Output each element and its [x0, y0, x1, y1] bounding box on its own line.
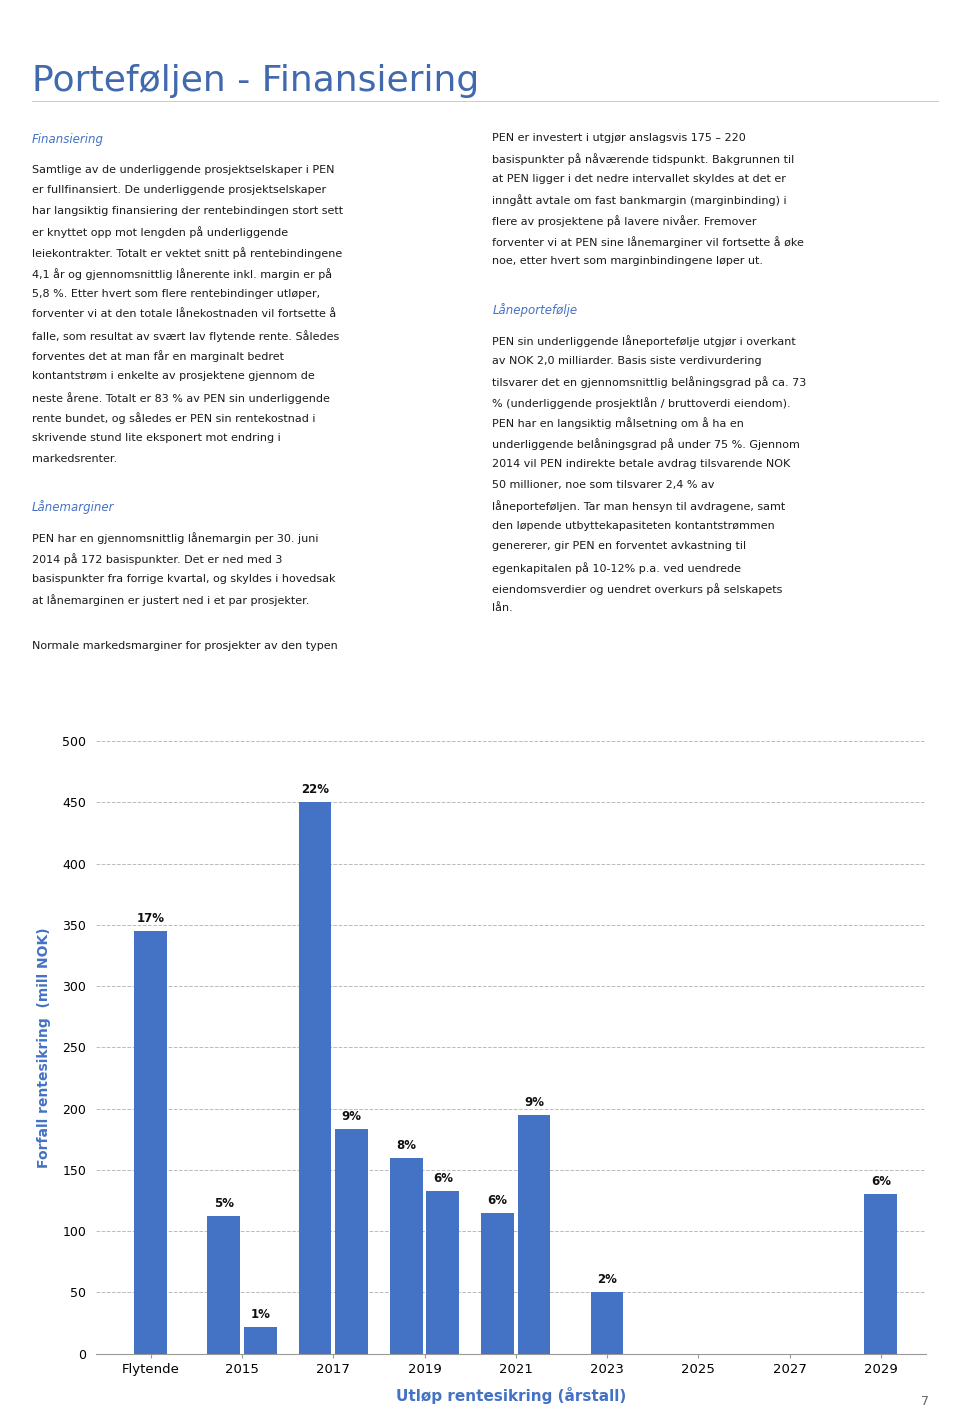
- Text: genererer, gir PEN en forventet avkastning til: genererer, gir PEN en forventet avkastni…: [492, 542, 747, 551]
- Text: 6%: 6%: [488, 1194, 508, 1207]
- Text: PEN er investert i utgjør anslagsvis 175 – 220: PEN er investert i utgjør anslagsvis 175…: [492, 133, 746, 142]
- Text: Normale markedsmarginer for prosjekter av den typen: Normale markedsmarginer for prosjekter a…: [32, 640, 337, 651]
- Text: 7: 7: [922, 1395, 929, 1408]
- Text: neste årene. Totalt er 83 % av PEN sin underliggende: neste årene. Totalt er 83 % av PEN sin u…: [32, 392, 329, 403]
- Text: basispunkter fra forrige kvartal, og skyldes i hovedsak: basispunkter fra forrige kvartal, og sky…: [32, 573, 335, 584]
- Text: 2014 på 172 basispunkter. Det er ned med 3: 2014 på 172 basispunkter. Det er ned med…: [32, 553, 282, 564]
- Text: noe, etter hvert som marginbindingene løper ut.: noe, etter hvert som marginbindingene lø…: [492, 256, 763, 266]
- Text: 9%: 9%: [342, 1110, 362, 1123]
- Text: PEN sin underliggende låneportefølje utgjør i overkant: PEN sin underliggende låneportefølje utg…: [492, 335, 796, 346]
- X-axis label: Utløp rentesikring (årstall): Utløp rentesikring (årstall): [396, 1387, 626, 1404]
- Text: PEN har en langsiktig målsetning om å ha en: PEN har en langsiktig målsetning om å ha…: [492, 418, 744, 429]
- Text: eiendomsverdier og uendret overkurs på selskapets: eiendomsverdier og uendret overkurs på s…: [492, 583, 782, 594]
- Text: 22%: 22%: [301, 784, 329, 797]
- Text: av NOK 2,0 milliarder. Basis siste verdivurdering: av NOK 2,0 milliarder. Basis siste verdi…: [492, 355, 762, 366]
- Bar: [299, 802, 331, 1354]
- Text: 50 millioner, noe som tilsvarer 2,4 % av: 50 millioner, noe som tilsvarer 2,4 % av: [492, 479, 715, 490]
- Text: har langsiktig finansiering der rentebindingen stort sett: har langsiktig finansiering der rentebin…: [32, 205, 343, 217]
- Text: 2%: 2%: [597, 1274, 617, 1287]
- Text: markedsrenter.: markedsrenter.: [32, 453, 117, 465]
- Text: forventes det at man får en marginalt bedret: forventes det at man får en marginalt be…: [32, 351, 284, 362]
- Text: underliggende belåningsgrad på under 75 %. Gjennom: underliggende belåningsgrad på under 75 …: [492, 437, 801, 450]
- Text: Lånemarginer: Lånemarginer: [32, 500, 114, 514]
- Text: % (underliggende prosjektlån / bruttoverdi eiendom).: % (underliggende prosjektlån / bruttover…: [492, 396, 791, 409]
- Y-axis label: Forfall rentesikring  (mill NOK): Forfall rentesikring (mill NOK): [37, 928, 51, 1167]
- Text: 17%: 17%: [136, 912, 165, 925]
- Text: 6%: 6%: [433, 1171, 453, 1184]
- Text: at lånemarginen er justert ned i et par prosjekter.: at lånemarginen er justert ned i et par …: [32, 594, 309, 606]
- Text: 8%: 8%: [396, 1139, 417, 1151]
- Text: leiekontrakter. Totalt er vektet snitt på rentebindingene: leiekontrakter. Totalt er vektet snitt p…: [32, 247, 342, 259]
- Text: er knyttet opp mot lengden på underliggende: er knyttet opp mot lengden på underligge…: [32, 227, 288, 238]
- Text: forventer vi at PEN sine lånemarginer vil fortsette å øke: forventer vi at PEN sine lånemarginer vi…: [492, 235, 804, 248]
- Text: tilsvarer det en gjennomsnittlig belåningsgrad på ca. 73: tilsvarer det en gjennomsnittlig belånin…: [492, 376, 806, 388]
- Text: 1%: 1%: [251, 1308, 270, 1321]
- Bar: [864, 1194, 898, 1354]
- Bar: [134, 931, 167, 1354]
- Text: rente bundet, og således er PEN sin rentekostnad i: rente bundet, og således er PEN sin rent…: [32, 412, 315, 425]
- Text: skrivende stund lite eksponert mot endring i: skrivende stund lite eksponert mot endri…: [32, 433, 280, 443]
- Text: PEN har en gjennomsnittlig lånemargin per 30. juni: PEN har en gjennomsnittlig lånemargin pe…: [32, 532, 318, 544]
- Text: Samtlige av de underliggende prosjektselskaper i PEN: Samtlige av de underliggende prosjektsel…: [32, 164, 334, 175]
- Bar: [590, 1292, 623, 1354]
- Text: 5,8 %. Etter hvert som flere rentebindinger utløper,: 5,8 %. Etter hvert som flere rentebindin…: [32, 288, 320, 299]
- Text: lån.: lån.: [492, 603, 514, 614]
- Text: inngått avtale om fast bankmargin (marginbinding) i: inngått avtale om fast bankmargin (margi…: [492, 194, 787, 207]
- Text: Porteføljen - Finansiering: Porteføljen - Finansiering: [32, 64, 479, 98]
- Text: låneporteføljen. Tar man hensyn til avdragene, samt: låneporteføljen. Tar man hensyn til avdr…: [492, 500, 785, 512]
- Bar: [426, 1191, 459, 1354]
- Text: at PEN ligger i det nedre intervallet skyldes at det er: at PEN ligger i det nedre intervallet sk…: [492, 174, 786, 184]
- Bar: [517, 1114, 550, 1354]
- Bar: [390, 1157, 422, 1354]
- Text: 6%: 6%: [871, 1176, 891, 1188]
- Text: flere av prosjektene på lavere nivåer. Fremover: flere av prosjektene på lavere nivåer. F…: [492, 215, 757, 227]
- Bar: [244, 1327, 276, 1354]
- Bar: [207, 1217, 240, 1354]
- Text: egenkapitalen på 10-12% p.a. ved uendrede: egenkapitalen på 10-12% p.a. ved uendred…: [492, 561, 741, 574]
- Text: 9%: 9%: [524, 1096, 544, 1109]
- Text: den løpende utbyttekapasiteten kontantstrømmen: den løpende utbyttekapasiteten kontantst…: [492, 520, 776, 532]
- Text: 2014 vil PEN indirekte betale avdrag tilsvarende NOK: 2014 vil PEN indirekte betale avdrag til…: [492, 459, 791, 469]
- Text: Finansiering: Finansiering: [32, 133, 104, 145]
- Text: basispunkter på nåværende tidspunkt. Bakgrunnen til: basispunkter på nåværende tidspunkt. Bak…: [492, 154, 795, 165]
- Text: forventer vi at den totale lånekostnaden vil fortsette å: forventer vi at den totale lånekostnaden…: [32, 309, 336, 319]
- Bar: [481, 1213, 514, 1354]
- Bar: [335, 1130, 368, 1354]
- Text: falle, som resultat av svært lav flytende rente. Således: falle, som resultat av svært lav flytend…: [32, 329, 339, 342]
- Text: 4,1 år og gjennomsnittlig lånerente inkl. margin er på: 4,1 år og gjennomsnittlig lånerente inkl…: [32, 268, 332, 279]
- Text: kontantstrøm i enkelte av prosjektene gjennom de: kontantstrøm i enkelte av prosjektene gj…: [32, 370, 315, 382]
- Text: er fullfinansiert. De underliggende prosjektselskaper: er fullfinansiert. De underliggende pros…: [32, 185, 325, 195]
- Text: 5%: 5%: [214, 1197, 233, 1210]
- Text: Låneportefølje: Låneportefølje: [492, 302, 578, 316]
